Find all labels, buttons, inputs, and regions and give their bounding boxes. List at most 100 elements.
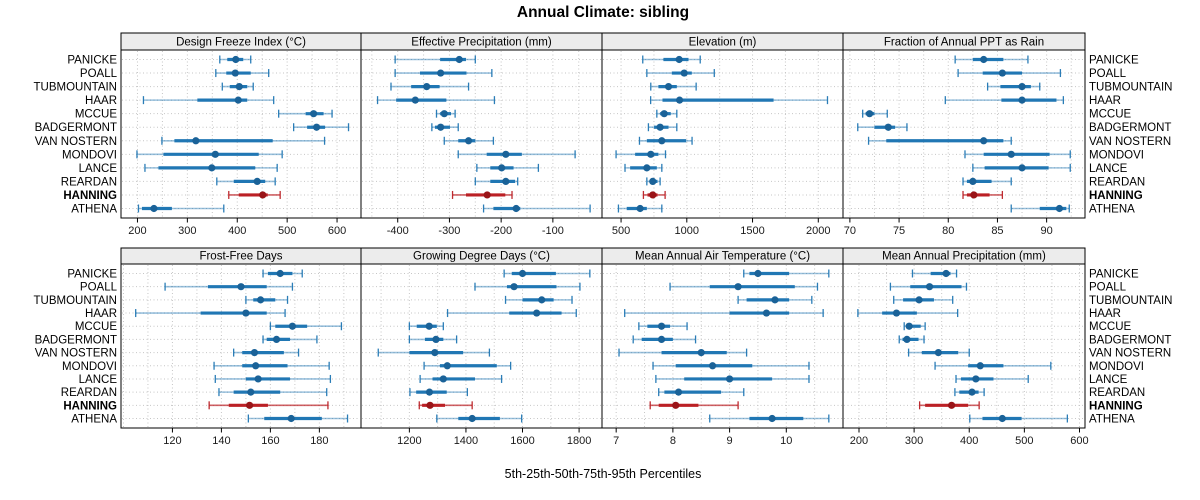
- station-label-right-tubmountain: TUBMOUNTAIN: [1089, 295, 1172, 307]
- station-label-left-badgermont: BADGERMONT: [35, 122, 117, 134]
- median-dot: [675, 96, 684, 104]
- x-tick-label: 400: [228, 225, 246, 237]
- median-dot: [437, 69, 445, 77]
- panel-frost-free-days: Frost-Free Days 120 140 160 180: [120, 247, 362, 447]
- station-label-right-haar: HAAR: [1089, 95, 1121, 107]
- x-tick-label: 8: [670, 435, 676, 447]
- series-reardan: [962, 177, 1012, 186]
- series-haar: [142, 96, 275, 105]
- station-label-left-mccue: MCCUE: [75, 109, 117, 121]
- station-label-left-panicke: PANICKE: [67, 55, 117, 67]
- x-tick-label: 400: [960, 435, 978, 447]
- median-dot: [884, 123, 892, 131]
- station-label-right-van-nostern: VAN NOSTERN: [1089, 136, 1171, 148]
- median-dot: [272, 335, 281, 344]
- x-tick-label: 7: [613, 435, 619, 447]
- x-tick-label: 300: [905, 435, 923, 447]
- median-dot: [968, 388, 976, 396]
- median-dot: [312, 123, 321, 131]
- median-dot: [234, 96, 242, 104]
- median-dot: [247, 388, 255, 396]
- series-badgermont: [408, 335, 458, 344]
- panel-body: [361, 50, 602, 218]
- series-panicke: [954, 55, 1029, 64]
- series-badgermont: [647, 123, 678, 132]
- series-panicke: [262, 269, 303, 278]
- station-label-right-mondovi: MONDOVI: [1089, 149, 1144, 161]
- station-label-right-reardan: REARDAN: [1089, 387, 1145, 399]
- median-dot: [754, 269, 762, 278]
- median-dot: [865, 110, 874, 118]
- panel-strip-title: Elevation (m): [689, 37, 757, 49]
- series-haar: [857, 309, 959, 318]
- panel-design-freeze-index-c-: Design Freeze Index (°C) 200 300 400 500 600: [120, 32, 362, 237]
- station-label-right-lance: LANCE: [1089, 163, 1128, 175]
- median-dot: [675, 55, 683, 64]
- median-dot: [649, 177, 657, 186]
- median-dot: [464, 137, 473, 145]
- station-label-right-badgermont: BADGERMONT: [1089, 334, 1171, 346]
- median-dot: [656, 123, 664, 131]
- x-tick-label: 1000: [675, 225, 699, 237]
- station-label-left-badgermont: BADGERMONT: [35, 334, 117, 346]
- series-hanning: [418, 401, 473, 410]
- median-dot: [425, 388, 434, 396]
- median-dot: [972, 375, 980, 383]
- median-dot: [664, 82, 673, 91]
- panel-body: [121, 264, 361, 428]
- series-athena: [436, 414, 523, 423]
- series-tubmountain: [986, 82, 1041, 91]
- series-tubmountain: [737, 295, 813, 304]
- series-athena: [969, 414, 1069, 423]
- series-hanning: [451, 190, 513, 199]
- x-tick-label: 1400: [454, 435, 478, 447]
- median-dot: [231, 69, 239, 77]
- series-mccue: [269, 322, 343, 331]
- series-mccue: [903, 322, 926, 331]
- median-dot: [734, 283, 742, 291]
- series-hanning: [228, 190, 281, 199]
- median-dot: [498, 164, 506, 172]
- series-van-nostern: [161, 136, 326, 145]
- station-label-left-athena: ATHENA: [71, 204, 117, 216]
- panel-strip: [842, 32, 1086, 51]
- series-poall: [394, 69, 493, 78]
- station-label-right-mccue: MCCUE: [1089, 109, 1131, 121]
- series-reardan: [218, 388, 328, 397]
- median-dot: [976, 362, 984, 370]
- panel-body: [602, 264, 843, 428]
- series-reardan: [409, 388, 469, 397]
- series-mondovi: [136, 150, 283, 159]
- panel-strip-title: Fraction of Annual PPT as Rain: [884, 37, 1044, 49]
- series-hanning: [962, 190, 1004, 199]
- median-dot: [245, 401, 254, 409]
- median-dot: [256, 296, 265, 304]
- series-panicke: [219, 55, 252, 64]
- median-dot: [276, 269, 284, 278]
- series-lance: [624, 163, 663, 172]
- station-label-right-reardan: REARDAN: [1089, 176, 1145, 188]
- median-dot: [915, 296, 923, 304]
- median-dot: [947, 401, 956, 409]
- median-dot: [437, 123, 445, 131]
- median-dot: [768, 414, 776, 423]
- median-dot: [660, 110, 668, 118]
- series-haar: [135, 309, 286, 318]
- series-badgermont: [898, 335, 925, 344]
- x-tick-label: 200: [128, 225, 146, 237]
- series-poall: [957, 69, 1062, 78]
- station-label-left-lance: LANCE: [79, 163, 118, 175]
- median-dot: [980, 137, 988, 145]
- series-athena: [137, 204, 225, 213]
- station-label-left-reardan: REARDAN: [61, 176, 117, 188]
- figure-caption: 5th-25th-50th-75th-95th Percentiles: [504, 467, 702, 481]
- median-dot: [510, 283, 518, 291]
- panel-elevation-m-: Elevation (m) 500 1000 1500 2000: [601, 32, 844, 237]
- series-lance: [972, 163, 1071, 172]
- median-dot: [636, 204, 644, 213]
- median-dot: [672, 401, 680, 409]
- median-dot: [253, 177, 261, 186]
- series-mccue: [278, 109, 333, 118]
- series-mondovi: [457, 150, 576, 159]
- x-tick-label: 9: [727, 435, 733, 447]
